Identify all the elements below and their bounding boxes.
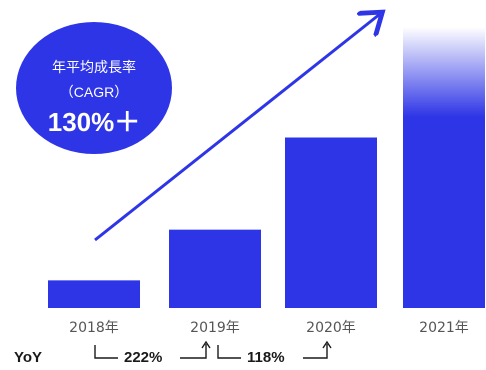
trend-arrow	[94, 14, 380, 242]
bracket-2-left	[217, 345, 241, 359]
x-tick-label: 2020年	[306, 320, 356, 336]
yoy-bracket-1: 222%	[94, 340, 211, 366]
bar-2019年	[169, 229, 261, 308]
cagr-title: 年平均成長率	[52, 59, 136, 76]
x-tick-label: 2019年	[190, 320, 240, 336]
bracket-1-arrowhead	[201, 340, 211, 349]
cagr-circle	[16, 22, 172, 154]
bracket-2-arrowhead	[322, 340, 332, 349]
bar-2021年	[403, 26, 485, 309]
bar-2018年	[48, 280, 140, 308]
x-tick-label: 2021年	[419, 320, 469, 336]
yoy-value-1: 222%	[124, 349, 162, 366]
bars-group	[48, 26, 485, 309]
bracket-1-left	[94, 345, 118, 359]
yoy-value-2: 118%	[247, 349, 285, 366]
bracket-2-right	[303, 344, 328, 359]
x-tick-labels: 2018年 2019年 2020年 2021年	[69, 320, 469, 336]
bracket-1-right	[180, 344, 207, 359]
cagr-badge: 年平均成長率 （CAGR） 130%＋	[16, 22, 172, 154]
bar-2020年	[285, 137, 377, 308]
yoy-label: YoY	[14, 349, 42, 366]
yoy-bracket-2: 118%	[217, 340, 332, 366]
cagr-subtitle: （CAGR）	[60, 84, 128, 100]
cagr-value: 130%＋	[48, 107, 141, 137]
x-tick-label: 2018年	[69, 320, 119, 336]
